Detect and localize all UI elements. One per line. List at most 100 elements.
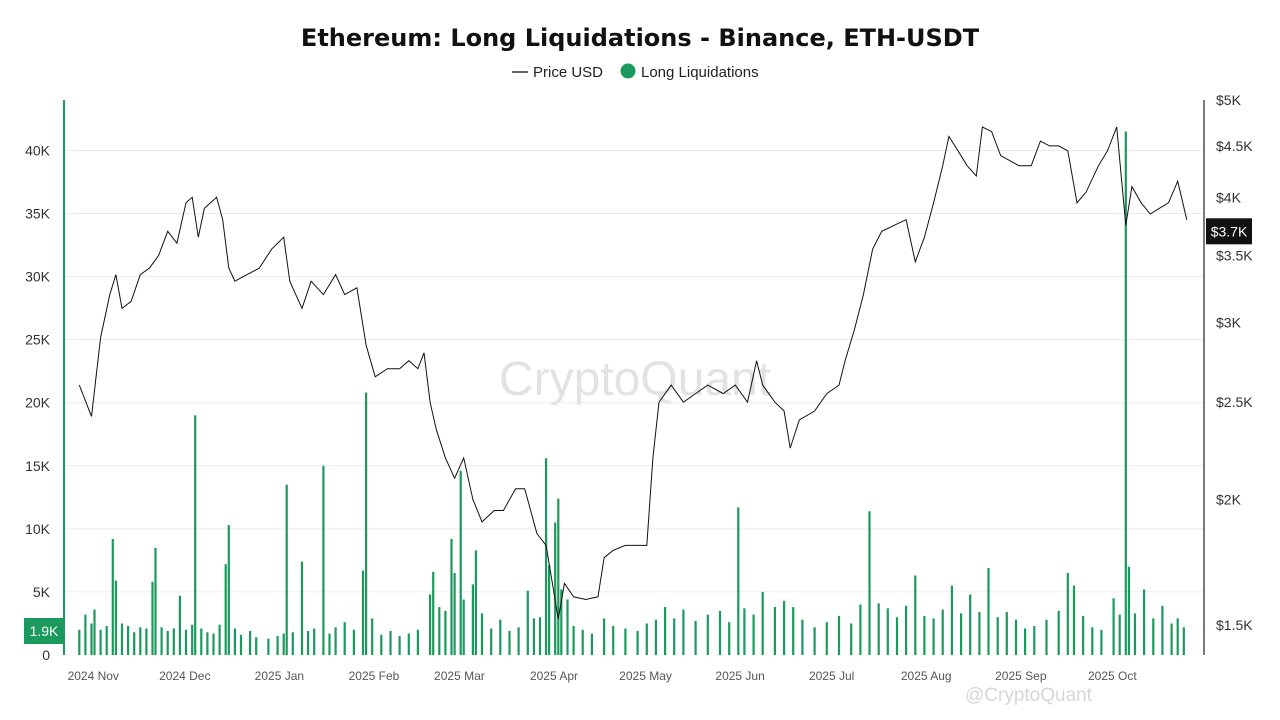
left-tick-label: 5K xyxy=(33,584,51,600)
liquidation-bar xyxy=(960,613,963,655)
x-tick-label: 2025 Oct xyxy=(1088,669,1137,683)
liquidation-bar xyxy=(499,619,502,655)
liquidation-bar xyxy=(1118,614,1121,655)
liquidation-bar xyxy=(581,629,584,655)
liquidation-bar xyxy=(200,628,203,655)
liquidation-bar xyxy=(365,392,368,655)
right-tick-label: $2.5K xyxy=(1216,394,1253,410)
x-tick-label: 2025 Jan xyxy=(255,669,304,683)
liquidation-bar xyxy=(526,590,529,655)
liquidation-bar xyxy=(267,638,270,655)
liquidation-bar xyxy=(1152,618,1155,655)
liquidation-bar xyxy=(1057,610,1060,655)
liquidation-bar xyxy=(560,589,563,655)
liquidation-bar xyxy=(474,550,477,655)
liquidation-bar xyxy=(636,631,639,655)
liquidation-bar xyxy=(480,613,484,655)
liquidation-bar xyxy=(718,610,722,655)
liquidation-bar xyxy=(84,614,87,655)
liquidation-bar xyxy=(227,525,230,655)
right-tick-label: $4K xyxy=(1216,189,1242,205)
liquidation-bar xyxy=(444,610,447,655)
liquidation-bar xyxy=(1161,605,1164,655)
liquidation-bar xyxy=(508,631,511,655)
liquidation-bar xyxy=(78,629,81,655)
liquidation-bar xyxy=(859,604,862,655)
liquidation-bar xyxy=(590,633,593,655)
liquidation-bar xyxy=(322,465,325,655)
liquidation-bar xyxy=(545,458,548,655)
liquidation-bar xyxy=(432,571,435,656)
left-tick-label: 20K xyxy=(25,395,51,411)
liquidation-bar xyxy=(300,561,304,655)
x-tick-label: 2024 Nov xyxy=(68,669,119,683)
liquidation-bar xyxy=(450,539,453,655)
liquidation-bar xyxy=(1112,598,1115,655)
current-price-badge: $3.7K xyxy=(1206,218,1252,245)
liquidation-bar xyxy=(212,633,215,655)
liquidation-bar xyxy=(1033,626,1036,655)
liquidation-bar xyxy=(276,636,279,655)
liquidation-bar xyxy=(194,415,197,655)
liquidation-bar xyxy=(361,570,365,655)
liquidation-bar xyxy=(664,607,667,655)
liquidation-bar xyxy=(178,595,181,655)
liquidation-bar xyxy=(191,624,194,655)
liquidation-bar xyxy=(950,585,953,655)
left-axis-ticks: 0 5K 10K 15K 20K 25K 30K 35K 40K xyxy=(25,142,51,663)
liquidation-bar xyxy=(743,608,746,655)
left-tick-label: 30K xyxy=(25,269,51,285)
footer-watermark: @CryptoQuant xyxy=(965,685,1093,706)
left-tick-label: 0 xyxy=(42,647,50,663)
liquidation-bar xyxy=(1127,566,1130,655)
current-liquidation-value: 1.9K xyxy=(30,623,59,639)
liquidation-bar xyxy=(90,623,93,655)
liquidation-bar xyxy=(923,615,926,655)
liquidation-bar xyxy=(825,622,828,655)
liquidation-bar xyxy=(343,622,346,655)
liquidation-bar xyxy=(249,631,252,655)
right-tick-label: $2K xyxy=(1216,491,1242,507)
liquidation-bar xyxy=(291,632,294,655)
liquidation-bar xyxy=(850,623,853,655)
liquidation-bar xyxy=(895,617,899,655)
liquidation-bar xyxy=(184,629,188,655)
liquidation-bar xyxy=(429,594,432,655)
legend-liquidations-label: Long Liquidations xyxy=(641,64,759,81)
left-tick-label: 15K xyxy=(25,458,51,474)
liquidation-bar xyxy=(206,632,209,655)
liquidation-bar xyxy=(218,624,221,655)
x-tick-label: 2025 May xyxy=(619,669,672,683)
liquidation-bar xyxy=(1082,615,1085,655)
left-tick-label: 40K xyxy=(25,142,51,158)
liquidation-bar xyxy=(837,615,841,655)
liquidation-bar xyxy=(127,626,130,655)
liquidation-bar xyxy=(1091,627,1094,656)
liquidation-bar xyxy=(1182,627,1185,656)
liquidation-bar xyxy=(371,618,374,655)
liquidation-bar xyxy=(566,599,569,655)
x-tick-label: 2025 Apr xyxy=(530,669,578,683)
chart-legend[interactable]: Price USD Long Liquidations xyxy=(512,63,759,82)
liquidation-bar xyxy=(612,626,615,655)
liquidation-bar xyxy=(572,626,575,655)
x-tick-label: 2025 Jul xyxy=(809,669,854,683)
liquidation-bar xyxy=(313,628,316,655)
liquidation-bar xyxy=(554,522,557,655)
liquidation-bar xyxy=(1014,619,1018,655)
liquidation-bar xyxy=(1170,623,1173,655)
liquidation-bar xyxy=(380,634,383,655)
liquidation-bar xyxy=(941,609,944,655)
liquidation-bar xyxy=(737,507,740,655)
left-tick-label: 25K xyxy=(25,332,51,348)
liquidation-bar xyxy=(978,612,981,655)
liquidation-bar xyxy=(532,618,535,655)
liquidation-bar xyxy=(792,607,795,655)
liquidation-bar xyxy=(105,626,108,655)
liquidation-bar xyxy=(1024,628,1027,655)
liquidation-bar xyxy=(334,627,337,656)
liquidation-bar xyxy=(407,633,410,655)
liquidation-bar xyxy=(517,627,520,656)
liquidation-bar xyxy=(624,628,627,655)
